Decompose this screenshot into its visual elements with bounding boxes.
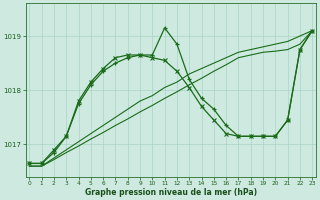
X-axis label: Graphe pression niveau de la mer (hPa): Graphe pression niveau de la mer (hPa) bbox=[85, 188, 257, 197]
